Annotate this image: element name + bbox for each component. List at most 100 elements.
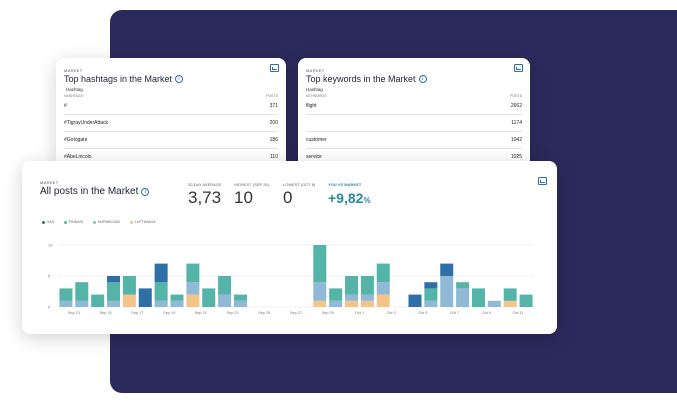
x-tick-label: Sep 27 [290,311,302,315]
table-row[interactable]: 1174 [306,115,522,132]
table-row[interactable]: customer 1042 [306,132,522,149]
legend-item-norwegian[interactable]: NORWEGIAN [93,220,120,224]
table-row[interactable]: #Gotogate 186 [64,132,278,149]
bar-segment-lufthansa[interactable] [360,300,374,307]
stat-lowest: LOWEST (OCT 8) 0 [283,182,315,208]
top-hashtags-card: MARKET Top hashtags in the Market i Hasht… [56,58,286,168]
table-row[interactable]: #371 [64,98,278,115]
bar-segment-sas[interactable] [107,276,121,283]
all-posts-card: MARKET All posts in the Market i 30-DAY A… [22,161,557,334]
bar-segment-finnair[interactable] [360,276,374,295]
bar-segment-finnair[interactable] [122,276,136,295]
bar-segment-sas[interactable] [138,288,152,307]
legend-label: FINNAIR [69,220,84,224]
row-label: customer [306,137,327,143]
bar-segment-finnair[interactable] [170,294,184,301]
x-tick-label: Oct 11 [513,311,524,315]
chart-icon[interactable] [270,64,279,72]
row-label: service [306,154,322,160]
bar-segment-finnair[interactable] [519,294,533,307]
bar-segment-finnair[interactable] [91,294,105,307]
posts-bar-chart: 10 5 0 Sep 13 Sep 15 Sep 17 Sep 19 Sep 21 Sep 2… [48,243,534,315]
bar-segment-finnair[interactable] [154,282,168,301]
bar-segment-norwegian[interactable] [233,300,247,307]
bar-segment-finnair[interactable] [313,245,327,283]
table-header: KEYWORDS POSTS [306,94,522,98]
legend-item-sas[interactable]: SAS [42,220,54,224]
bar-segment-finnair[interactable] [424,288,438,301]
stat-value: 3,73 [188,188,222,207]
y-tick-label: 0 [48,305,51,310]
legend-dot [42,220,45,224]
vs-number: +9,82 [328,190,364,206]
x-tick-label: Sep 21 [195,311,207,315]
bar-segment-finnair[interactable] [345,276,359,295]
y-tick-label: 10 [48,243,53,248]
x-tick-label: Sep 25 [258,311,270,315]
bar-segment-norwegian[interactable] [75,300,89,307]
bar-segment-norwegian[interactable] [345,294,359,301]
bar-segment-norwegian[interactable] [376,282,390,295]
x-tick-label: Sep 23 [227,311,239,315]
bar-segment-norwegian[interactable] [107,300,121,307]
table-row[interactable]: #TigrayUnderAttack 200 [64,115,278,132]
bar-segment-lufthansa[interactable] [345,300,359,307]
bar-segment-norwegian[interactable] [360,294,374,301]
bar-segment-finnair[interactable] [376,263,390,283]
bar-segment-norwegian[interactable] [170,300,184,307]
info-icon[interactable]: i [141,187,150,196]
bar-segment-norwegian[interactable] [440,276,454,307]
bar-segment-sas[interactable] [424,282,438,289]
bar-segment-norwegian[interactable] [218,294,232,307]
card-subtitle: Hashtag [306,87,323,92]
bar-segment-finnair[interactable] [202,288,216,307]
bar-segment-lufthansa[interactable] [313,300,327,307]
bar-segment-finnair[interactable] [471,288,485,307]
bar-segment-norwegian[interactable] [329,300,343,307]
card-eyebrow: MARKET [306,68,325,73]
bar-segment-finnair[interactable] [218,276,232,295]
x-tick-label: Oct 1 [355,311,364,315]
bar-segment-sas[interactable] [154,263,168,283]
stat-value: 10 [234,188,253,207]
chart-icon[interactable] [538,177,547,185]
bar-segment-norwegian[interactable] [487,300,501,307]
bar-segment-norwegian[interactable] [456,288,470,307]
row-value: 371 [269,103,278,109]
bar-segment-lufthansa[interactable] [186,294,200,307]
legend-item-finnair[interactable]: FINNAIR [64,220,83,224]
row-value: 1042 [510,137,522,143]
legend-item-lufthansa[interactable]: LUFTHANSA [129,220,156,224]
bar-segment-finnair[interactable] [456,282,470,289]
bar-segment-finnair[interactable] [75,282,89,301]
row-value: 110 [270,154,278,160]
bar-segment-lufthansa[interactable] [503,300,517,307]
table-row[interactable]: flight 2662 [306,98,522,115]
table-header: HASHTAGS POSTS [64,94,278,98]
info-icon[interactable]: i [175,75,184,83]
bar-segment-norwegian[interactable] [154,300,168,307]
bar-segment-finnair[interactable] [59,288,73,301]
bar-segment-norwegian[interactable] [59,300,73,307]
bar-segment-lufthansa[interactable] [376,294,390,307]
legend-dot [64,220,68,224]
card-title: Top hashtags in the Market i [64,74,278,84]
col-posts: POSTS [266,94,278,98]
bar-segment-sas[interactable] [440,263,454,276]
title-text: Top hashtags in the Market [64,74,173,84]
bar-segment-finnair[interactable] [329,288,343,301]
info-icon[interactable]: i [418,75,427,83]
legend-dot [129,220,133,224]
bar-segment-finnair[interactable] [503,288,517,301]
bar-segment-norwegian[interactable] [313,282,327,301]
bar-segment-norwegian[interactable] [424,300,438,307]
bar-segment-sas[interactable] [408,294,422,307]
bar-segment-lufthansa[interactable] [122,294,136,307]
chart-icon[interactable] [514,64,523,72]
bar-segment-finnair[interactable] [186,263,200,283]
bar-segment-norwegian[interactable] [186,282,200,295]
x-tick-label: Oct 3 [387,311,396,315]
bar-segment-finnair[interactable] [107,282,121,301]
bar-segment-finnair[interactable] [233,294,247,301]
y-tick-label: 5 [48,274,51,279]
